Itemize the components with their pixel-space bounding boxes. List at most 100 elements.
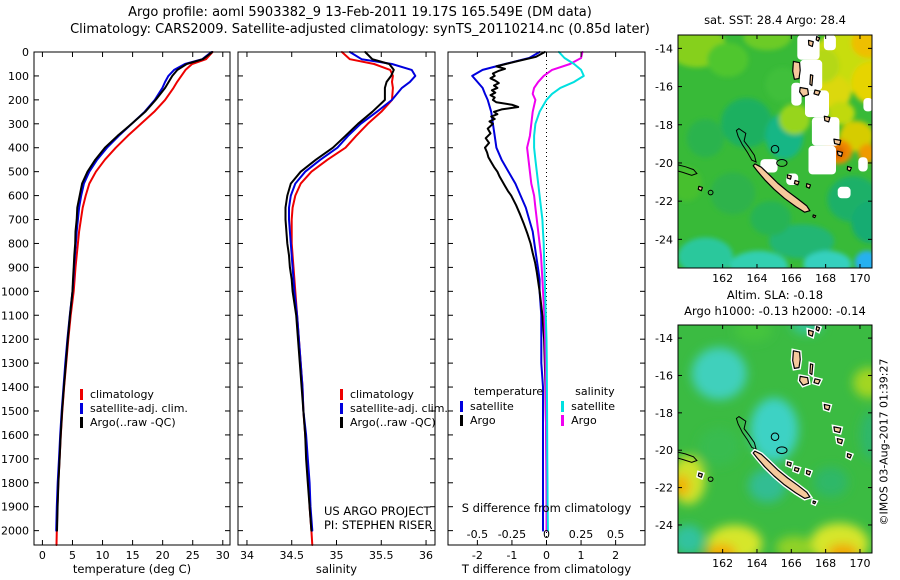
depth-tick-label: 1300 xyxy=(1,357,29,370)
x-tick-label: 0 xyxy=(39,549,46,562)
sla-map-patch xyxy=(734,325,773,342)
legend-salinity-plot: climatology satellite-adj. clim. Argo(..ra… xyxy=(340,387,448,429)
lon-tick-label: 166 xyxy=(781,272,802,285)
satellite-adj-clim-label: satellite-adj. clim. xyxy=(90,401,188,415)
island-malakula xyxy=(798,375,810,386)
sst-map-title: sat. SST: 28.4 Argo: 28.4 xyxy=(704,13,846,27)
argo-raw-qc-label: Argo(..raw -QC) xyxy=(90,415,176,429)
x-tick-label: 35 xyxy=(330,549,344,562)
legend-item-climatology: climatology xyxy=(340,387,448,401)
reef-outline-reef-ellipse xyxy=(776,446,788,455)
island-banks-1 xyxy=(807,329,814,337)
sal-satellite-label: satellite xyxy=(571,399,615,413)
cloud-patch xyxy=(805,90,829,118)
island-efate xyxy=(823,403,831,411)
island-aneityum xyxy=(846,165,853,172)
sla-map-patch xyxy=(860,411,872,460)
figure-title-line2: Climatology: CARS2009. Satellite-adjuste… xyxy=(70,22,650,37)
line-temperature-profile-argo-raw-qc xyxy=(56,51,214,532)
lat-tick-label: -16 xyxy=(655,81,673,94)
satellite-adj-clim-label: satellite-adj. clim. xyxy=(350,401,448,415)
argo-raw-qc-swatch xyxy=(80,416,83,428)
island-west-islet xyxy=(697,185,704,192)
island-loyalty-1 xyxy=(786,174,792,180)
sla-map-patch xyxy=(827,543,859,553)
legend-item-argo-raw-qc: Argo(..raw -QC) xyxy=(340,415,448,429)
reef-outline-entrecasteaux-reef xyxy=(735,127,757,163)
depth-tick-label: 1000 xyxy=(1,285,29,298)
lat-tick-label: -18 xyxy=(655,407,673,420)
cloud-patch xyxy=(760,159,778,173)
x-tick-label: 5 xyxy=(69,549,76,562)
cloud-patch xyxy=(823,35,836,51)
island-tanna xyxy=(836,438,844,445)
sla-map-patch xyxy=(810,523,869,553)
island-pentecost xyxy=(809,74,814,87)
x-tick-label: 15 xyxy=(126,549,140,562)
sst-map-patch xyxy=(707,42,749,77)
temp-satellite-swatch xyxy=(460,400,463,412)
line-salinity-profile-satellite-adj-clim xyxy=(288,51,417,532)
x-tick-label: 2 xyxy=(612,549,619,562)
reef-outline-entrecasteaux-reef xyxy=(735,415,757,451)
legend-temperature-group: temperature satellite Argo xyxy=(460,385,543,427)
island-banks-2 xyxy=(815,35,821,42)
island-new-caledonia xyxy=(752,163,811,213)
sla-map-patch xyxy=(775,536,814,553)
sal-argo-swatch xyxy=(561,414,565,426)
cloud-patch xyxy=(811,117,840,146)
depth-tick-label: 600 xyxy=(8,190,29,203)
sla-map-patch xyxy=(678,474,690,497)
island-tanna xyxy=(836,150,844,157)
sla-map-patch xyxy=(691,347,747,400)
s-difference-axis-label: S difference from climatology xyxy=(461,501,632,515)
line-temperature-profile-satellite-adj-clim xyxy=(55,51,213,532)
reef-outline-reef-circle xyxy=(770,432,780,441)
sal-satellite-swatch xyxy=(561,400,565,412)
cloud-patch xyxy=(797,35,820,60)
island-ambrym xyxy=(813,89,821,96)
lon-tick-label: 162 xyxy=(712,557,733,570)
satellite-adj-clim-swatch xyxy=(80,402,83,414)
project-annotation: US ARGO PROJECT PI: STEPHEN RISER xyxy=(324,504,433,532)
sst-map-patch xyxy=(851,201,872,244)
salinity-profile: 34 34.5 35 35.5 36 xyxy=(237,51,436,562)
cloud-patch xyxy=(858,157,868,172)
figure-title-line1: Argo profile: aoml 5903382_9 13-Feb-2011… xyxy=(128,5,592,20)
island-loyalty-3 xyxy=(805,183,812,189)
legend-temperature-header: temperature xyxy=(474,385,544,398)
s-axis-tick-label: 0 xyxy=(543,528,550,541)
lat-tick-label: -20 xyxy=(655,157,673,170)
island-pentecost xyxy=(809,363,814,376)
cloud-patch xyxy=(837,186,851,199)
sla-map-title-line2: Argo h1000: -0.13 h2000: -0.14 xyxy=(684,304,866,318)
island-espiritu-santo xyxy=(792,60,801,80)
island-banks-1 xyxy=(807,39,814,48)
line-difference-profile-salinity-satellite xyxy=(533,51,585,532)
x-tick-label: -2 xyxy=(472,549,483,562)
lat-tick-label: -14 xyxy=(655,332,673,345)
s-axis-tick-label: 0.5 xyxy=(607,528,625,541)
island-espiritu-santo xyxy=(792,350,801,369)
project-line1: US ARGO PROJECT xyxy=(324,504,431,518)
xlabel-salinity: salinity xyxy=(315,562,358,576)
reef-outline-west-reef xyxy=(678,164,698,176)
depth-tick-label: 0 xyxy=(22,46,29,59)
depth-tick-label: 300 xyxy=(8,118,29,131)
temperature-profile: 0 5 10 15 20 25 300100200300400500600700800900… xyxy=(1,46,231,562)
island-south-islet xyxy=(812,500,817,505)
x-tick-label: 0 xyxy=(543,549,550,562)
depth-tick-label: 1500 xyxy=(1,405,29,418)
climatology-swatch xyxy=(80,388,83,400)
x-tick-label: -1 xyxy=(506,549,517,562)
sst-map-patch xyxy=(750,201,792,236)
lon-tick-label: 162 xyxy=(712,272,733,285)
sst-map: 162 164 166 168 170 -14 -16 -18 -20 -22 -24 xyxy=(655,34,873,285)
sst-map-patch xyxy=(779,103,811,135)
sla-map-patch xyxy=(698,427,740,466)
xlabel-t-difference: T difference from climatology xyxy=(461,562,632,576)
line-temperature-profile-climatology xyxy=(55,51,214,546)
sal-argo-label: Argo xyxy=(571,413,597,427)
